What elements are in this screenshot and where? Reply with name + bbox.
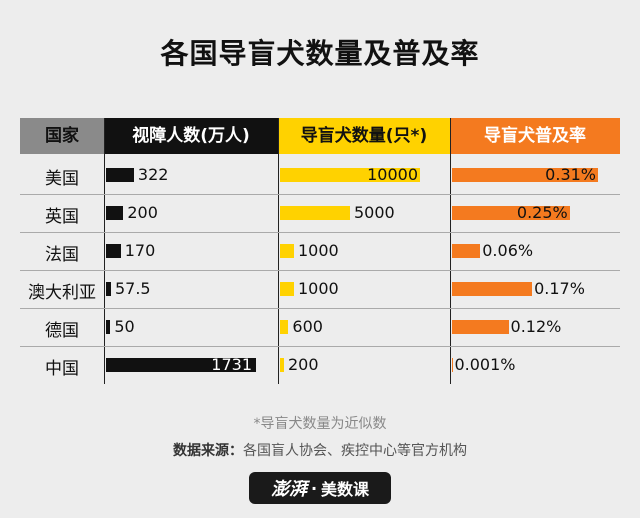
country-label: 美国 [45,169,79,189]
blind-population-value: 200 [127,203,158,222]
guide-dog-value: 600 [292,317,323,336]
guide-dog-value: 1000 [298,279,339,298]
chart-title: 各国导盲犬数量及普及率 [160,37,480,70]
guide-dog-bar [280,244,294,258]
penetration-rate-bar [452,320,509,334]
country-label: 澳大利亚 [28,283,96,303]
row-divider [20,308,620,309]
country-label: 中国 [45,359,79,379]
country-label: 法国 [45,245,79,265]
country-label: 德国 [45,321,79,341]
blind-population-value: 57.5 [114,279,151,298]
column-divider [104,118,105,384]
row-divider [20,270,620,271]
guide-dog-value: 10000 [367,165,418,184]
penetration-rate-value: 0.25% [516,203,568,222]
logo-name: 美数课 [321,480,370,499]
source-label: 数据来源： [173,443,243,459]
header-penetration-rate: 导盲犬普及率 [450,118,620,154]
guide-dog-value: 200 [288,355,319,374]
row-divider [20,232,620,233]
penetration-rate-value: 0.06% [482,241,534,260]
blind-population-bar [106,320,111,334]
penetration-rate-value: 0.001% [454,355,516,374]
penetration-rate-value: 0.12% [510,317,562,336]
penetration-rate-bar [452,244,481,258]
blind-population-value: 170 [124,241,156,260]
penetration-rate-bar [452,168,598,182]
guide-dog-bar [280,168,420,182]
blind-population-value: 1731 [211,355,252,374]
penetration-rate-bar [452,206,570,220]
country-label: 英国 [45,207,79,227]
data-table: 国家 视障人数(万人) 导盲犬数量(只*) 导盲犬普及率 美国 322 10000 0… [20,118,620,384]
guide-dog-bar [280,320,289,334]
blind-population-bar [106,168,134,182]
row-divider [20,346,620,347]
blind-population-bar [106,282,111,296]
penetration-rate-value: 0.31% [545,165,596,184]
column-divider [278,118,279,384]
footnote: *导盲犬数量为近似数 [253,416,387,432]
header-blind-population: 视障人数(万人) [104,118,278,154]
header-guide-dog-count: 导盲犬数量(只*) [278,118,450,154]
penetration-rate-bar [452,282,533,296]
blind-population-bar [106,244,121,258]
guide-dog-bar [280,206,350,220]
header-country: 国家 [20,118,104,154]
row-divider [20,194,620,195]
logo-brand: 澎湃 [270,479,307,500]
blind-population-value: 322 [137,165,169,184]
source-text: 各国盲人协会、疾控中心等官方机构 [243,443,467,459]
source-line: 数据来源：各国盲人协会、疾控中心等官方机构 [0,440,640,460]
blind-population-bar [106,206,124,220]
penetration-rate-value: 0.17% [534,279,585,298]
blind-population-bar [106,358,256,372]
brand-logo: 澎湃 · 美数课 [249,472,391,504]
guide-dog-bar [280,358,284,372]
guide-dog-value: 1000 [298,241,339,260]
guide-dog-value: 5000 [354,203,395,222]
blind-population-value: 50 [114,317,135,336]
column-divider [450,118,451,384]
logo-separator: · [310,478,318,498]
guide-dog-bar [280,282,294,296]
